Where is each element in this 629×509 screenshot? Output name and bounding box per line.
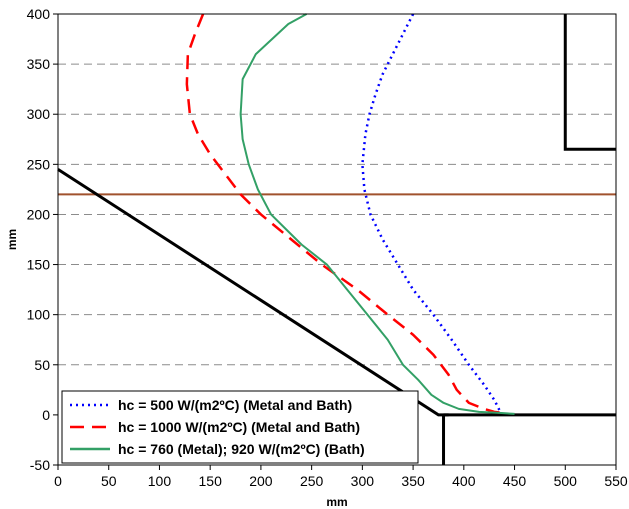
series-line-2 <box>185 13 503 415</box>
plot-area <box>57 13 617 466</box>
legend-label: hc = 500 W/(m2ºC) (Metal and Bath) <box>118 397 352 413</box>
x-tick-label: 0 <box>54 473 62 489</box>
reference-polyline <box>57 168 449 417</box>
y-tick-label: 50 <box>34 357 50 373</box>
x-tick-label: 500 <box>554 473 578 489</box>
y-tick-label: -50 <box>30 457 50 473</box>
y-axis-ticks: -50 0 50 100 150 200 250 300 350 400 <box>27 6 58 473</box>
x-tick-label: 450 <box>503 473 527 489</box>
x-tick-label: 200 <box>249 473 273 489</box>
x-tick-label: 250 <box>300 473 324 489</box>
y-tick-label: 250 <box>27 156 51 172</box>
y-tick-label: 100 <box>27 307 51 323</box>
series-lines <box>185 13 515 415</box>
legend-label: hc = 1000 W/(m2ºC) (Metal and Bath) <box>118 419 360 435</box>
x-tick-label: 300 <box>351 473 375 489</box>
y-tick-label: 200 <box>27 206 51 222</box>
x-tick-label: 400 <box>452 473 476 489</box>
reference-lines <box>57 14 616 465</box>
y-tick-label: 150 <box>27 257 51 273</box>
x-axis-label: mm <box>326 495 347 509</box>
y-tick-label: 0 <box>42 407 50 423</box>
x-axis-ticks: 0 50 100 150 200 250 300 350 400 450 500 550 <box>54 465 628 489</box>
reference-polyline <box>563 14 616 151</box>
y-axis-label: mm <box>5 229 19 250</box>
x-tick-label: 150 <box>199 473 223 489</box>
x-tick-label: 100 <box>148 473 172 489</box>
grid-lines <box>58 63 616 366</box>
x-tick-label: 50 <box>101 473 117 489</box>
x-tick-label: 550 <box>604 473 628 489</box>
y-tick-label: 350 <box>27 56 51 72</box>
legend: hc = 500 W/(m2ºC) (Metal and Bath) hc = 1… <box>61 390 419 464</box>
x-tick-label: 350 <box>401 473 425 489</box>
series-line-3 <box>239 13 515 415</box>
legend-box <box>61 390 419 464</box>
legend-label: hc = 760 (Metal); 920 W/(m2ºC) (Bath) <box>118 441 365 457</box>
series-line-1 <box>361 13 501 411</box>
y-tick-label: 300 <box>27 106 51 122</box>
y-tick-label: 400 <box>27 6 51 22</box>
